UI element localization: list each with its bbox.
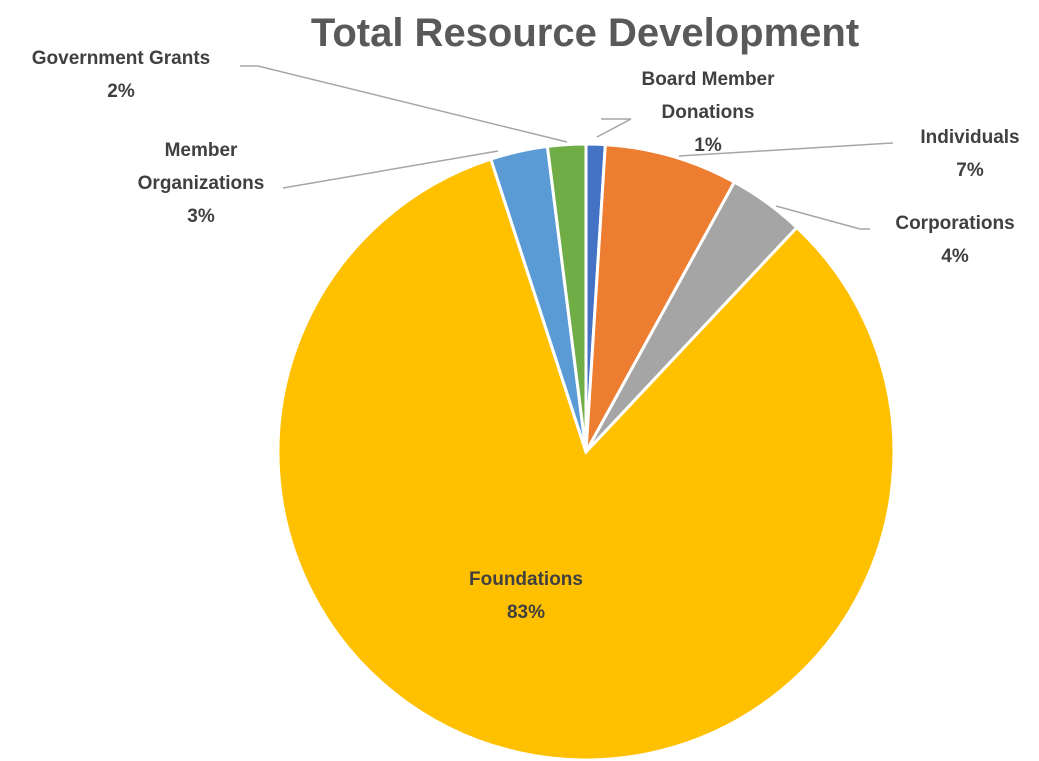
data-label-line: 4% xyxy=(941,246,969,267)
leader-line-board-member-donations xyxy=(596,118,632,138)
data-label-line: 83% xyxy=(507,602,545,623)
data-label-line: Foundations xyxy=(469,569,583,590)
leader-lines xyxy=(240,65,894,230)
data-label-member-organizations: Member Organizations 3% xyxy=(138,140,265,227)
data-label-line: 3% xyxy=(187,206,215,227)
data-label-line: Donations xyxy=(662,102,755,123)
data-label-foundations: Foundations 83% xyxy=(469,569,583,623)
pie-slice-individuals xyxy=(584,143,737,453)
pie-slice-foundations xyxy=(276,157,896,761)
leader-line-government-grants xyxy=(240,65,568,143)
leader-line-member-organizations xyxy=(282,150,499,189)
data-label-board-member-donations: Board Member Donations 1% xyxy=(641,69,775,156)
leader-line-corporations xyxy=(775,205,870,230)
data-label-line: 2% xyxy=(107,81,135,102)
data-label-line: 1% xyxy=(694,135,722,156)
data-label-line: Individuals xyxy=(920,127,1019,148)
pie-slice-government-grants xyxy=(545,142,588,453)
data-label-line: Organizations xyxy=(138,173,265,194)
leader-line-individuals xyxy=(678,142,894,157)
chart-title: Total Resource Development xyxy=(311,11,859,55)
data-labels: Board Member Donations 1% Individuals 7% Corp… xyxy=(32,48,1020,623)
data-label-line: Member xyxy=(165,140,238,161)
data-label-government-grants: Government Grants 2% xyxy=(32,48,210,102)
data-label-line: Government Grants xyxy=(32,48,210,69)
pie-slices xyxy=(276,142,896,761)
data-label-line: Corporations xyxy=(895,213,1014,234)
data-label-line: 7% xyxy=(956,160,984,181)
data-label-individuals: Individuals 7% xyxy=(920,127,1019,181)
data-label-corporations: Corporations 4% xyxy=(895,213,1014,267)
data-label-line: Board Member xyxy=(641,69,775,90)
